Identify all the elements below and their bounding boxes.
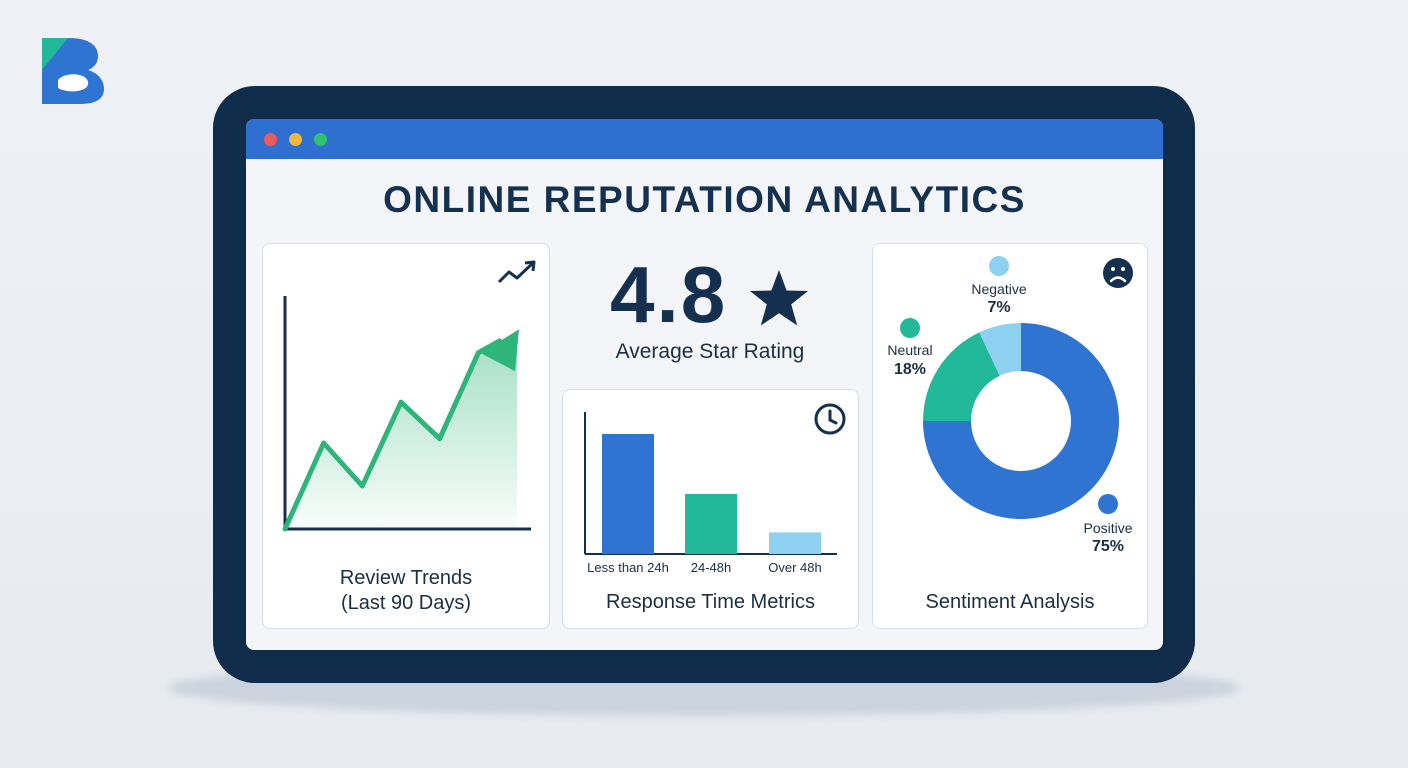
legend-label-positive: Positive (1083, 520, 1133, 536)
close-window-button[interactable] (264, 133, 277, 146)
legend-value-positive: 75% (1091, 538, 1125, 555)
bar-1 (602, 434, 654, 554)
minimize-window-button[interactable] (289, 133, 302, 146)
sentiment-card: Positive 75% Neutral 18% Negative 7% Sentimen… (872, 243, 1148, 629)
bar-2 (685, 494, 737, 554)
review-trends-chart (282, 296, 531, 532)
review-trends-label-line1: Review Trends (339, 567, 473, 589)
bar-3 (769, 532, 821, 554)
bar-category-label: Over 48h (768, 560, 822, 575)
legend-dot-neutral (900, 318, 920, 338)
review-trends-card: Review Trends (Last 90 Days) (262, 243, 550, 629)
legend-label-neutral: Neutral (887, 342, 933, 358)
star-icon (750, 270, 808, 326)
clock-icon (814, 403, 846, 435)
maximize-window-button[interactable] (314, 133, 327, 146)
legend-dot-positive (1098, 494, 1118, 514)
legend-value-negative: 7% (987, 299, 1011, 316)
bar-category-label: Less than 24h (587, 560, 669, 575)
response-time-card: Less than 24h 24-48h Over 48h Response Tim… (562, 389, 859, 629)
legend-value-neutral: 18% (893, 361, 927, 378)
sentiment-label: Sentiment Analysis (925, 591, 1095, 613)
neutral-slice (923, 332, 1000, 421)
trend-arrowhead (481, 329, 519, 372)
average-rating-value: 4.8 (610, 250, 728, 339)
legend-label-negative: Negative (971, 281, 1027, 297)
bar-category-label: 24-48h (690, 560, 732, 575)
legend-dot-negative (989, 256, 1009, 276)
page-title: ONLINE REPUTATION ANALYTICS (383, 179, 1026, 220)
average-rating-label: Average Star Rating (615, 340, 805, 363)
positive-slice (923, 323, 1119, 519)
response-time-chart (584, 412, 837, 555)
negative-slice (979, 323, 1021, 376)
trending-up-icon (497, 260, 536, 284)
brand-logo-icon (42, 38, 104, 104)
sad-face-icon (1103, 258, 1133, 288)
review-trends-label-line2: (Last 90 Days) (340, 592, 472, 614)
response-time-label: Response Time Metrics (606, 591, 815, 613)
window-titlebar (246, 119, 1163, 159)
trend-area (285, 331, 517, 529)
sentiment-donut-chart (923, 323, 1119, 519)
